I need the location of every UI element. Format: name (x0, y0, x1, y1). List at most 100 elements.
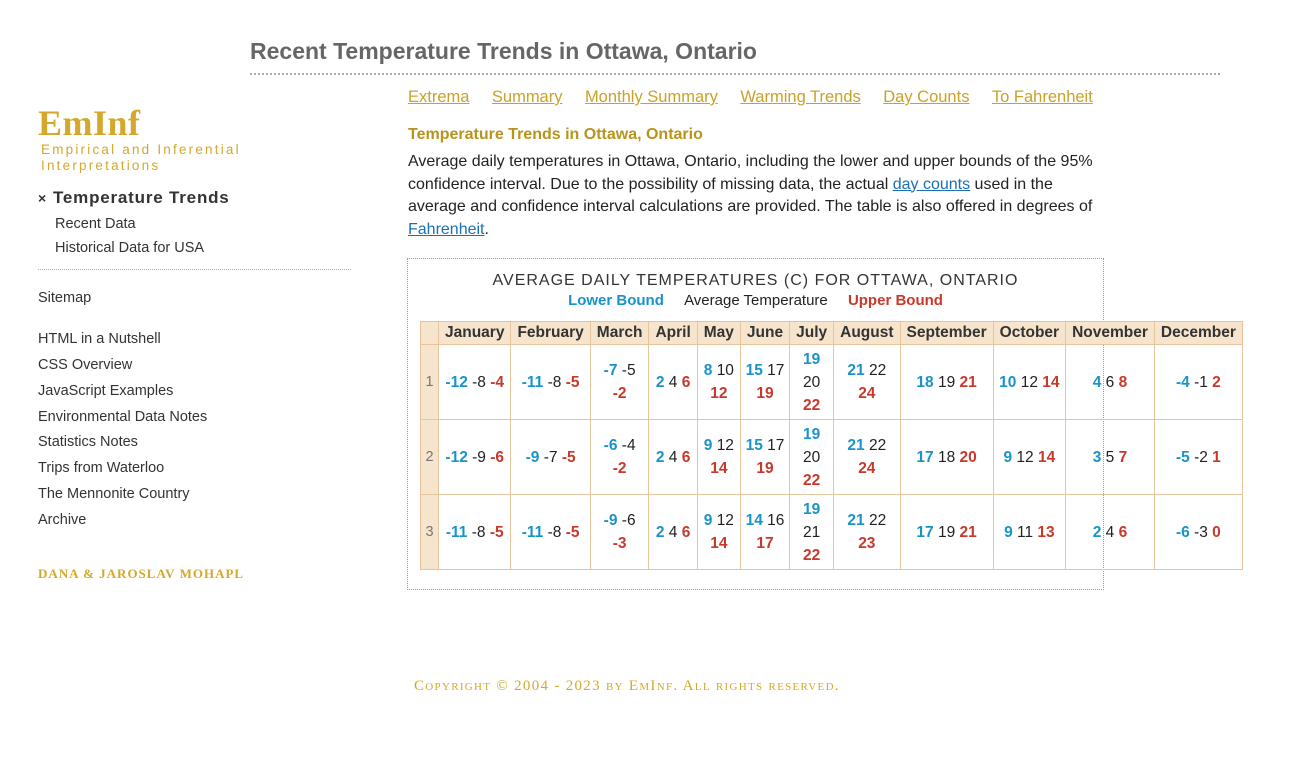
temperature-cell: -9 -6 -3 (589, 494, 650, 570)
average-value: 4 (668, 523, 678, 541)
temperature-cell: 17 18 20 (899, 419, 994, 495)
lower-bound-value: 21 (847, 362, 865, 379)
day-cell: 2 (420, 419, 439, 495)
average-value: 10 (716, 362, 734, 379)
lower-bound-value: -9 (525, 448, 540, 466)
sidebar-link-javascript[interactable]: JavaScript Examples (38, 383, 174, 399)
nav-to-fahrenheit[interactable]: To Fahrenheit (991, 88, 1093, 106)
current-marker-icon: × (38, 190, 47, 206)
lower-bound-value: 19 (802, 350, 821, 368)
lower-bound-value: 21 (847, 512, 865, 529)
sidebar-link-environmental[interactable]: Environmental Data Notes (38, 409, 208, 425)
lower-bound-value: 8 (703, 362, 713, 379)
lower-bound-value: 2 (655, 448, 665, 466)
upper-bound-value: 1 (1212, 448, 1221, 466)
lower-bound-value: -7 (603, 362, 618, 379)
upper-bound-value: 19 (756, 460, 774, 477)
upper-bound-value: 13 (1037, 523, 1055, 541)
average-value: 12 (716, 437, 734, 454)
sidebar-link-css[interactable]: CSS Overview (38, 357, 133, 373)
temperature-cell: -5 -2 1 (1153, 419, 1243, 495)
intro-text-2: used in the average and confidence inter… (408, 175, 1093, 216)
lower-bound-value: -11 (521, 523, 544, 541)
upper-bound-value: 21 (959, 373, 977, 391)
upper-bound-value: 8 (1118, 373, 1128, 391)
upper-bound-value: 17 (756, 535, 774, 552)
upper-bound-value: 6 (681, 448, 691, 466)
month-header: November (1065, 321, 1155, 345)
temperature-cell: 19 20 22 (789, 344, 835, 420)
average-value: -6 (621, 512, 636, 529)
lower-bound-value: 15 (745, 362, 763, 379)
temperature-cell: -6 -3 0 (1153, 494, 1243, 570)
lower-bound-value: 19 (802, 500, 821, 518)
temperature-cell: 19 20 22 (789, 419, 835, 495)
lower-bound-value: 17 (916, 523, 934, 541)
site-logo[interactable]: EmInf (38, 103, 141, 143)
average-value: 5 (1105, 448, 1115, 466)
temperature-cell: 19 21 22 (789, 494, 835, 570)
average-value: 22 (868, 512, 887, 529)
nav-warming-trends[interactable]: Warming Trends (740, 88, 861, 106)
legend-upper-bound: Upper Bound (847, 292, 943, 309)
lower-bound-value: -12 (445, 373, 468, 391)
lower-bound-value: 4 (1092, 373, 1102, 391)
sidebar-sublink-recent-data[interactable]: Recent Data (55, 216, 136, 232)
temperature-cell: -11 -8 -5 (437, 494, 512, 570)
temperature-cell: 17 19 21 (899, 494, 994, 570)
table-legend: Lower Bound Average Temperature Upper Bo… (407, 292, 1104, 309)
sidebar-divider (38, 269, 351, 270)
table-caption: AVERAGE DAILY TEMPERATURES (C) FOR OTTAW… (492, 272, 1019, 289)
table-header-row: January February March April May June July Augu… (420, 321, 1243, 345)
temperature-cell: 15 17 19 (739, 419, 791, 495)
upper-bound-value: 22 (802, 546, 821, 564)
upper-bound-value: -5 (565, 523, 580, 541)
average-value: -8 (472, 373, 486, 391)
sidebar-link-mennonite[interactable]: The Mennonite Country (38, 486, 190, 502)
temperature-cell: -11 -8 -5 (510, 344, 591, 420)
month-header: February (510, 321, 591, 345)
temperature-cell: 10 12 14 (992, 344, 1067, 420)
lower-bound-value: 2 (655, 523, 665, 541)
upper-bound-value: 21 (959, 523, 977, 541)
nav-day-counts[interactable]: Day Counts (883, 88, 970, 106)
lower-bound-value: 2 (1092, 523, 1102, 541)
average-value: -3 (1194, 523, 1208, 541)
sidebar-link-html[interactable]: HTML in a Nutshell (38, 331, 161, 347)
nav-summary[interactable]: Summary (491, 88, 563, 106)
temperature-cell: 2 4 6 (648, 494, 698, 570)
sidebar-link-statistics[interactable]: Statistics Notes (38, 434, 138, 450)
fahrenheit-link[interactable]: Fahrenheit (408, 220, 485, 238)
lower-bound-value: 10 (999, 373, 1017, 391)
average-value: 4 (668, 448, 678, 466)
temperature-cell: 8 10 12 (696, 344, 741, 420)
sidebar-link-trips[interactable]: Trips from Waterloo (38, 460, 165, 476)
lower-bound-value: 15 (745, 437, 763, 454)
month-header: January (437, 321, 512, 345)
temperature-cell: -9 -7 -5 (510, 419, 591, 495)
sidebar-link-sitemap[interactable]: Sitemap (38, 290, 92, 306)
site-logo-subtitle: Empirical and Inferential Interpretation… (41, 142, 241, 173)
temperature-cell: -11 -8 -5 (510, 494, 591, 570)
section-heading: Temperature Trends in Ottawa, Ontario (408, 126, 703, 143)
sidebar-link-archive[interactable]: Archive (38, 512, 87, 528)
average-value: -5 (621, 362, 636, 379)
nav-extrema[interactable]: Extrema (408, 88, 470, 106)
table-corner-cell (420, 321, 439, 345)
month-header: March (589, 321, 650, 345)
month-header: December (1153, 321, 1243, 345)
lower-bound-value: 17 (916, 448, 934, 466)
lower-bound-value: 9 (703, 512, 713, 529)
upper-bound-value: -5 (565, 373, 580, 391)
month-header: August (833, 321, 901, 345)
lower-bound-value: 21 (847, 437, 865, 454)
sidebar-sublink-historical-usa[interactable]: Historical Data for USA (55, 240, 205, 256)
nav-monthly-summary[interactable]: Monthly Summary (584, 88, 718, 106)
upper-bound-value: -2 (612, 460, 627, 477)
upper-bound-value: 6 (681, 373, 691, 391)
day-counts-link[interactable]: day counts (892, 175, 971, 193)
lower-bound-value: 19 (802, 425, 821, 443)
average-value: 6 (1105, 373, 1115, 391)
lower-bound-value: 18 (916, 373, 934, 391)
upper-bound-value: 20 (959, 448, 977, 466)
